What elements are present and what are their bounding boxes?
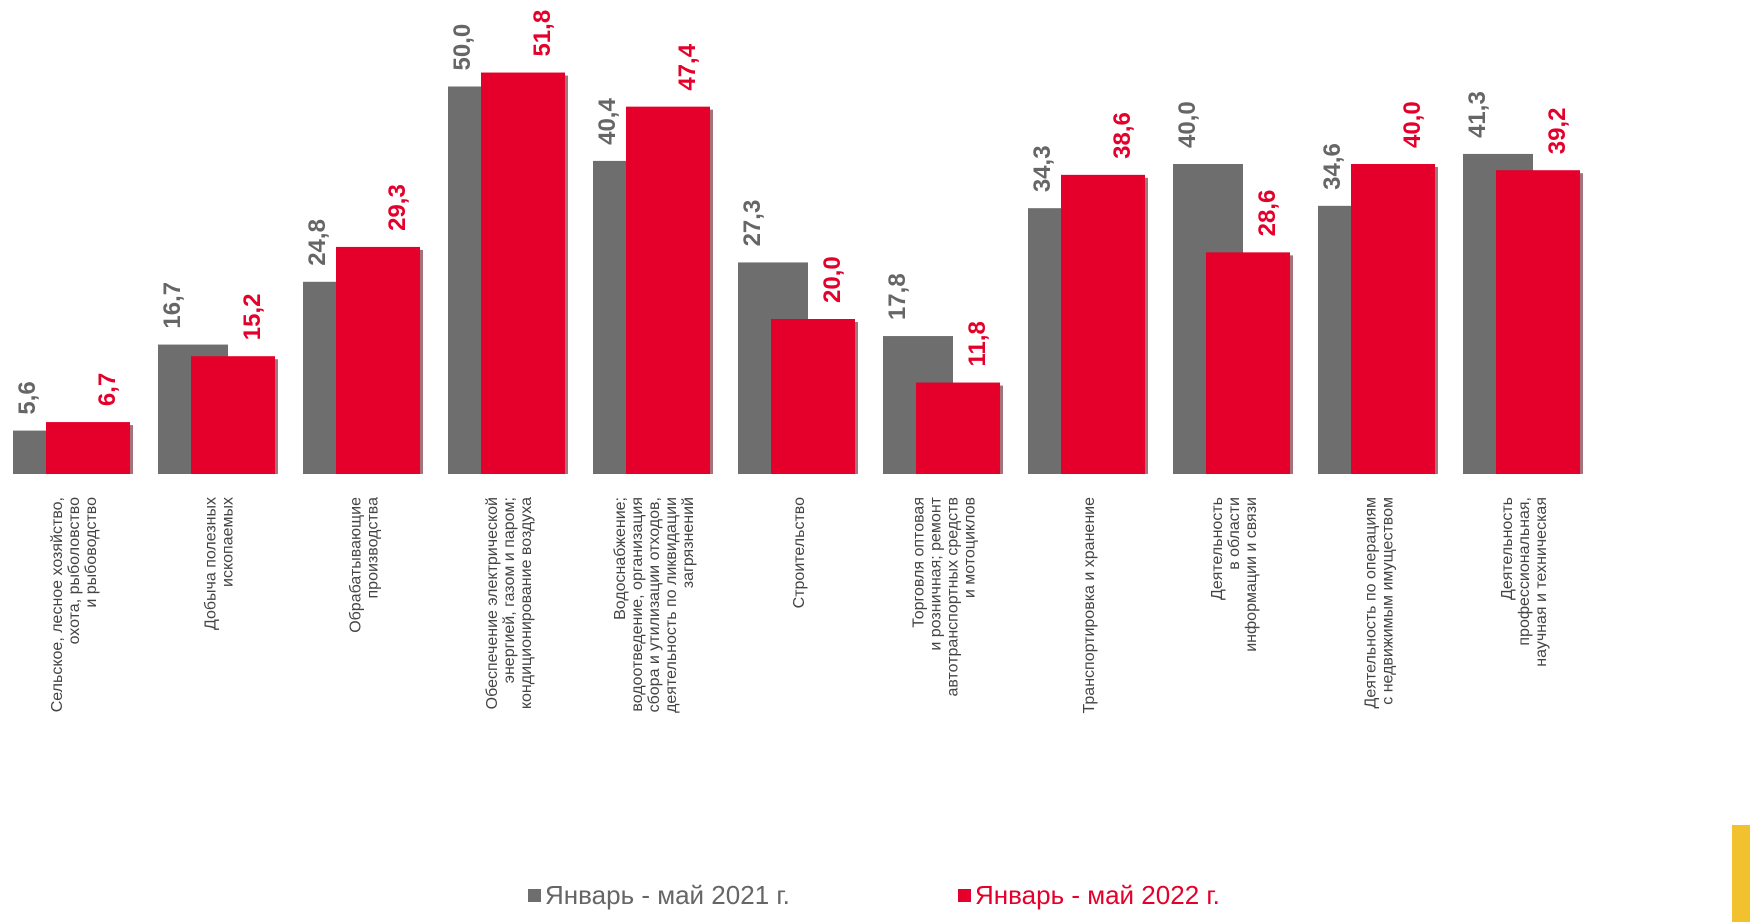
value-label-2022: 11,8 (964, 321, 991, 366)
category-label-line: охота, рыболовство (66, 497, 83, 645)
category-label: Деятельностьв областиинформации и связи (1209, 497, 1260, 652)
category-label-line: Добыча полезных (203, 497, 220, 630)
category-label: Транспортировка и хранение (1081, 497, 1098, 714)
category-label-line: научная и техническая (1533, 497, 1550, 667)
bar-2022 (1351, 164, 1435, 474)
category-label-line: Деятельность по операциям (1363, 497, 1380, 708)
value-label-2021: 17,8 (884, 273, 911, 320)
category-label-line: Обеспечение электрической (484, 497, 501, 709)
category-label-line: Сельское, лесное хозяйство, (49, 497, 66, 712)
value-labels-group: 5,6 6,7 16,7 15,2 24,8 29,3 50,0 51,8 40,4 47,4 27… (14, 10, 1571, 415)
category-label-line: и рыбоводство (83, 497, 100, 608)
category-label: Торговля оптоваяи розничная; ремонтавтот… (911, 496, 979, 696)
category-label: Деятельностьпрофессиональная,научная и т… (1499, 497, 1550, 667)
category-label-line: Транспортировка и хранение (1081, 497, 1098, 714)
legend-item-2022: Январь - май 2022 г. (958, 880, 1220, 911)
value-label-2021: 34,6 (1319, 143, 1346, 190)
category-label-line: Строительство (791, 497, 808, 608)
category-label-line: информации и связи (1243, 497, 1260, 652)
category-label-line: сбора и утилизации отходов, (646, 497, 663, 712)
value-label-2022: 28,6 (1254, 190, 1281, 237)
value-label-2022: 51,8 (529, 10, 556, 57)
value-label-2022: 39,2 (1544, 107, 1571, 154)
bar-2022 (46, 422, 130, 474)
value-label-2021: 24,8 (304, 219, 331, 266)
value-label-2022: 40,0 (1399, 101, 1426, 148)
value-label-2022: 47,4 (674, 43, 701, 90)
value-label-2021: 40,4 (594, 98, 621, 145)
value-label-2021: 27,3 (739, 200, 766, 247)
bar-2022 (1496, 170, 1580, 474)
category-label-line: Деятельность (1209, 497, 1226, 600)
category-label-line: автотранспортных средств (945, 497, 962, 697)
value-label-2022: 38,6 (1109, 112, 1136, 159)
bar-2022 (1061, 174, 1145, 474)
category-label: Сельское, лесное хозяйство,охота, рыболо… (49, 497, 100, 712)
bar-2022 (336, 246, 420, 474)
bar-2022 (1206, 252, 1290, 474)
category-label-line: ископаемых (220, 497, 237, 587)
category-label-line: и розничная; ремонт (928, 496, 945, 650)
category-label-line: профессиональная, (1516, 497, 1533, 646)
category-label: Обрабатывающиепроизводства (348, 497, 382, 633)
category-label: Водоснабжение;водоотведение, организация… (612, 497, 697, 713)
category-label-line: Деятельность (1499, 497, 1516, 600)
value-label-2021: 16,7 (159, 282, 186, 329)
value-label-2021: 34,3 (1029, 145, 1056, 192)
category-label-line: загрязнений (680, 497, 697, 588)
category-label-line: в области (1226, 497, 1243, 570)
legend-swatch-2022 (958, 889, 971, 902)
category-label-line: Водоснабжение; (612, 497, 629, 620)
bar-2022 (191, 356, 275, 474)
category-label-line: и мотоциклов (962, 497, 979, 598)
category-label-line: с недвижимым имуществом (1380, 497, 1397, 705)
bar-2022 (626, 106, 710, 475)
category-label: Деятельность по операциямс недвижимым им… (1363, 497, 1397, 708)
value-label-2021: 50,0 (449, 24, 476, 71)
value-label-2022: 20,0 (819, 256, 846, 303)
value-label-2021: 5,6 (14, 381, 41, 414)
category-label-line: производства (365, 497, 382, 599)
value-label-2022: 29,3 (384, 184, 411, 231)
legend-label-2021: Январь - май 2021 г. (545, 880, 790, 910)
category-label-line: водоотведение, организация (629, 497, 646, 712)
bars-group (13, 72, 1583, 475)
category-labels-group: Сельское, лесное хозяйство,охота, рыболо… (49, 496, 1550, 713)
value-label-2022: 15,2 (239, 293, 266, 340)
value-label-2022: 6,7 (94, 373, 121, 406)
category-label: Строительство (791, 497, 808, 608)
legend-item-2021: Январь - май 2021 г. (528, 880, 790, 911)
accent-strip (1732, 825, 1750, 922)
bar-2022 (916, 382, 1000, 474)
legend-swatch-2021 (528, 889, 541, 902)
category-label-line: кондиционирование воздуха (518, 497, 535, 709)
value-label-2021: 40,0 (1174, 101, 1201, 148)
category-label: Добыча полезныхископаемых (203, 497, 237, 630)
bar-2022 (481, 72, 565, 475)
category-label-line: Торговля оптовая (911, 497, 928, 628)
category-label-line: деятельность по ликвидации (663, 497, 680, 713)
bar-2022 (771, 319, 855, 474)
category-label: Обеспечение электрическойэнергией, газом… (484, 497, 535, 709)
category-label-line: энергией, газом и паром; (501, 497, 518, 683)
category-label-line: Обрабатывающие (348, 497, 365, 633)
legend-label-2022: Январь - май 2022 г. (975, 880, 1220, 910)
value-label-2021: 41,3 (1464, 91, 1491, 138)
